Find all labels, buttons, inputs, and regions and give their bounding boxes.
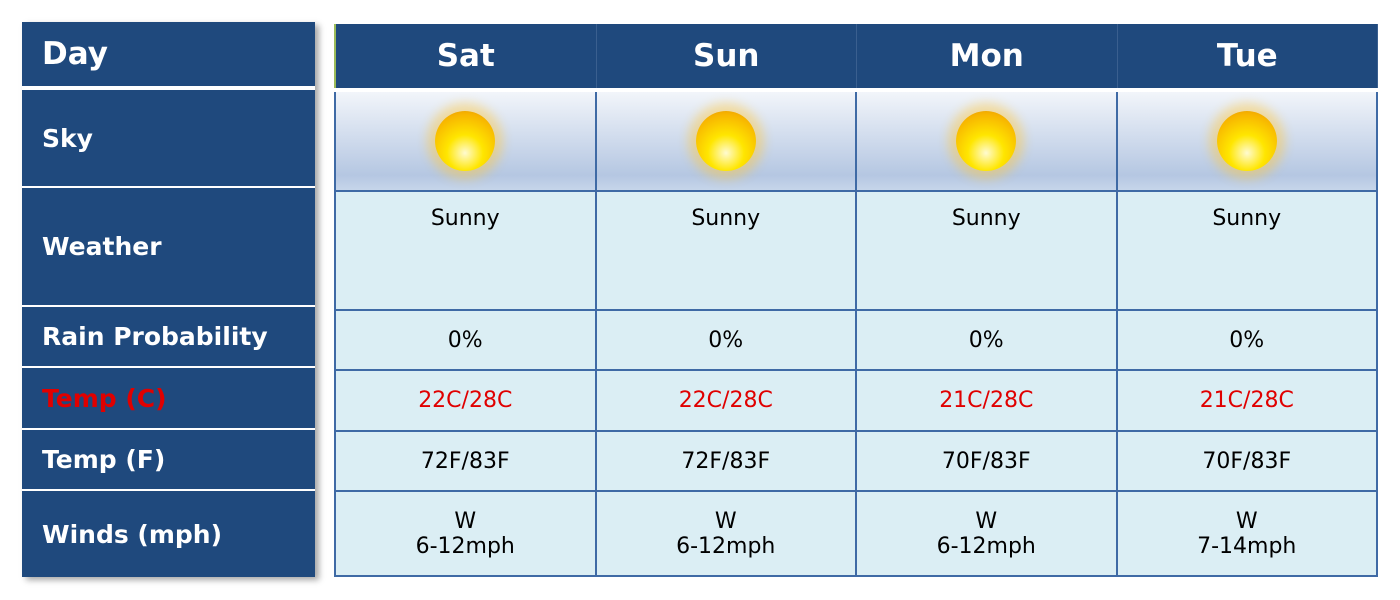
wind-speed: 6-12mph bbox=[676, 533, 776, 559]
sun-icon bbox=[435, 111, 496, 171]
wind-speed: 7-14mph bbox=[1197, 533, 1297, 559]
temp-f-cell: 70F/83F bbox=[1117, 432, 1376, 490]
winds-row: W 6-12mph W 6-12mph W 6-12mph W 7-14mph bbox=[336, 490, 1376, 575]
wind-direction: W bbox=[1235, 508, 1258, 534]
wind-speed: 6-12mph bbox=[936, 533, 1036, 559]
temp-c-cell: 21C/28C bbox=[1117, 371, 1376, 430]
sun-icon bbox=[695, 111, 756, 171]
sky-cell bbox=[1117, 92, 1376, 190]
label-weather: Weather bbox=[22, 188, 315, 307]
wind-direction: W bbox=[975, 508, 998, 534]
rain-row: 0% 0% 0% 0% bbox=[336, 309, 1376, 369]
day-header: Sat bbox=[336, 24, 597, 88]
label-temp-f: Temp (F) bbox=[22, 430, 315, 491]
label-temp-c: Temp (C) bbox=[22, 368, 315, 430]
rain-cell: 0% bbox=[596, 311, 857, 369]
temp-f-cell: 72F/83F bbox=[596, 432, 857, 490]
winds-cell: W 6-12mph bbox=[857, 492, 1118, 575]
wind-direction: W bbox=[714, 508, 737, 534]
sky-cell bbox=[596, 92, 857, 190]
label-winds: Winds (mph) bbox=[22, 491, 315, 577]
weather-cell: Sunny bbox=[857, 192, 1118, 309]
winds-cell: W 6-12mph bbox=[596, 492, 857, 575]
day-header-row: Sat Sun Mon Tue bbox=[334, 24, 1378, 88]
sky-row bbox=[336, 92, 1376, 190]
rain-cell: 0% bbox=[1117, 311, 1376, 369]
temp-c-cell: 22C/28C bbox=[596, 371, 857, 430]
sky-cell bbox=[857, 92, 1118, 190]
label-sky: Sky bbox=[22, 90, 315, 188]
temp-f-row: 72F/83F 72F/83F 70F/83F 70F/83F bbox=[336, 430, 1376, 490]
label-rain: Rain Probability bbox=[22, 307, 315, 368]
day-header: Tue bbox=[1118, 24, 1378, 88]
day-header: Mon bbox=[857, 24, 1118, 88]
weather-cell: Sunny bbox=[336, 192, 597, 309]
temp-c-cell: 22C/28C bbox=[336, 371, 597, 430]
sky-cell bbox=[336, 92, 597, 190]
temp-c-cell: 21C/28C bbox=[857, 371, 1118, 430]
label-day: Day bbox=[22, 22, 315, 90]
weather-row: Sunny Sunny Sunny Sunny bbox=[336, 190, 1376, 309]
sun-icon bbox=[1216, 111, 1277, 171]
forecast-table: Sat Sun Mon Tue Sunny Sunny Sunny Sunny … bbox=[334, 24, 1378, 577]
weather-cell: Sunny bbox=[596, 192, 857, 309]
temp-f-cell: 72F/83F bbox=[336, 432, 597, 490]
rain-cell: 0% bbox=[857, 311, 1118, 369]
rain-cell: 0% bbox=[336, 311, 597, 369]
wind-speed: 6-12mph bbox=[415, 533, 515, 559]
temp-c-row: 22C/28C 22C/28C 21C/28C 21C/28C bbox=[336, 369, 1376, 430]
wind-direction: W bbox=[454, 508, 477, 534]
winds-cell: W 6-12mph bbox=[336, 492, 597, 575]
weather-cell: Sunny bbox=[1117, 192, 1376, 309]
temp-f-cell: 70F/83F bbox=[857, 432, 1118, 490]
row-labels: Day Sky Weather Rain Probability Temp (C… bbox=[22, 22, 315, 577]
sun-icon bbox=[956, 111, 1017, 171]
day-header: Sun bbox=[597, 24, 857, 88]
winds-cell: W 7-14mph bbox=[1117, 492, 1376, 575]
